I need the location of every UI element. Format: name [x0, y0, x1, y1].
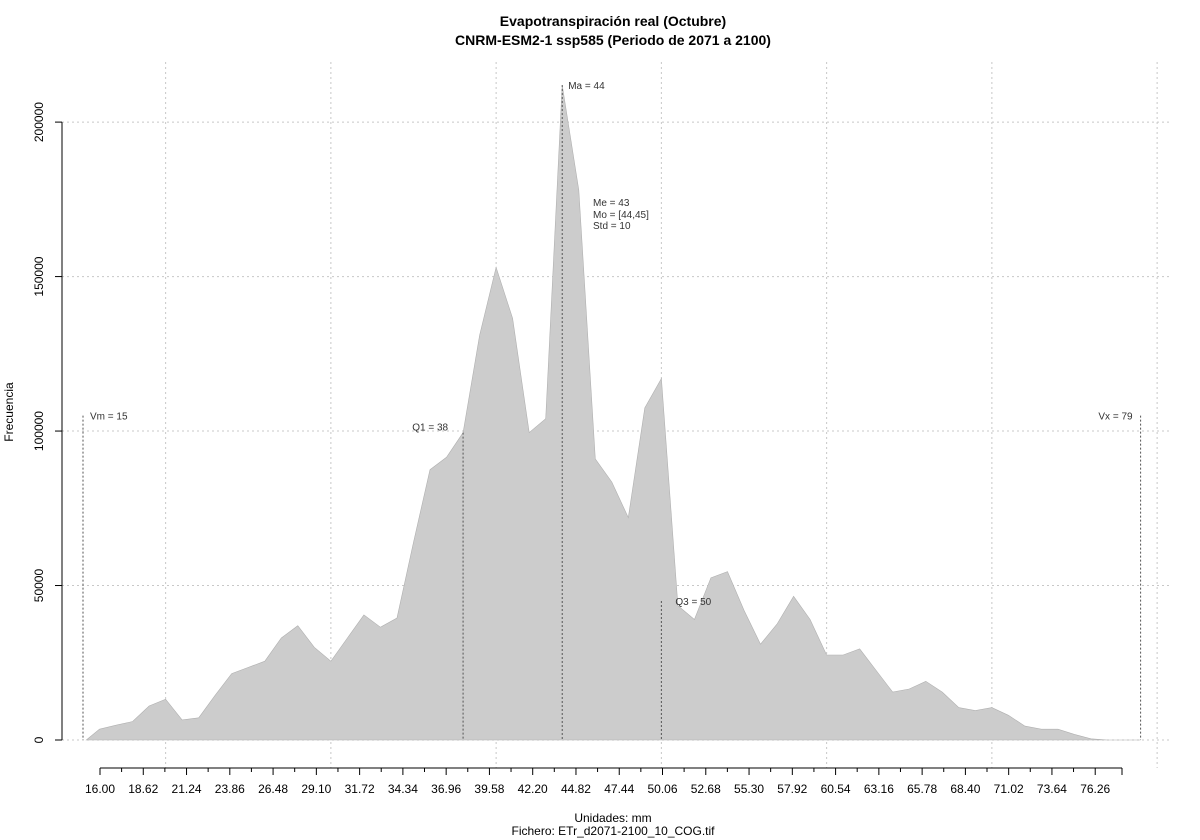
marker-label: Q3 = 50 — [675, 597, 711, 608]
x-tick-label: 63.16 — [864, 782, 894, 796]
marker-label: Ma = 44 — [568, 81, 605, 92]
x-tick-label: 60.54 — [821, 782, 851, 796]
stat-std: Std = 10 — [593, 221, 631, 232]
y-tick-label: 100000 — [32, 411, 46, 451]
x-tick-label: 47.44 — [604, 782, 634, 796]
x-tick-label: 29.10 — [301, 782, 331, 796]
axes: 16.00 18.62 21.24 23.86 26.48 29.10 31.72 34.34… — [32, 102, 1123, 796]
x-tick-label: 71.02 — [994, 782, 1024, 796]
x-tick-label: 68.40 — [950, 782, 980, 796]
file-name-label: Fichero: ETr_d2071-2100_10_COG.tif — [512, 824, 716, 838]
x-tick-label: 34.34 — [388, 782, 418, 796]
x-tick-label: 52.68 — [691, 782, 721, 796]
marker-label: Vx = 79 — [1098, 412, 1133, 423]
x-tick-label: 26.48 — [258, 782, 288, 796]
x-tick-label: 36.96 — [431, 782, 461, 796]
x-tick-label: 18.62 — [128, 782, 158, 796]
chart-subtitle: CNRM-ESM2-1 ssp585 (Periodo de 2071 a 21… — [455, 32, 771, 48]
x-tick-label: 55.30 — [734, 782, 764, 796]
x-tick-label: 39.58 — [474, 782, 504, 796]
x-tick-label: 44.82 — [561, 782, 591, 796]
x-tick-label: 31.72 — [345, 782, 375, 796]
y-tick-label: 200000 — [32, 102, 46, 142]
x-tick-label: 73.64 — [1037, 782, 1067, 796]
frequency-area — [85, 84, 1141, 741]
marker-label: Q1 = 38 — [412, 423, 448, 434]
y-axis-label: Frecuencia — [2, 382, 16, 442]
y-tick-label: 0 — [32, 736, 46, 743]
y-tick-label: 150000 — [32, 256, 46, 296]
x-tick-label: 23.86 — [215, 782, 245, 796]
stat-mode: Mo = [44,45] — [593, 210, 649, 221]
x-tick-label: 57.92 — [777, 782, 807, 796]
x-tick-label: 42.20 — [518, 782, 548, 796]
x-tick-label: 65.78 — [907, 782, 937, 796]
x-axis-label: Unidades: mm — [574, 811, 651, 825]
x-tick-label: 16.00 — [85, 782, 115, 796]
chart-title: Evapotranspiración real (Octubre) — [500, 13, 726, 29]
stat-median: Me = 43 — [593, 198, 630, 209]
x-tick-label: 50.06 — [647, 782, 677, 796]
statistic-markers: Vm = 15 Q1 = 38 Ma = 44 Q3 = 50 Vx = 79 — [82, 81, 1142, 740]
x-tick-label: 76.26 — [1080, 782, 1110, 796]
marker-label: Vm = 15 — [90, 412, 128, 423]
y-tick-label: 50000 — [32, 569, 46, 603]
x-tick-label: 21.24 — [172, 782, 202, 796]
